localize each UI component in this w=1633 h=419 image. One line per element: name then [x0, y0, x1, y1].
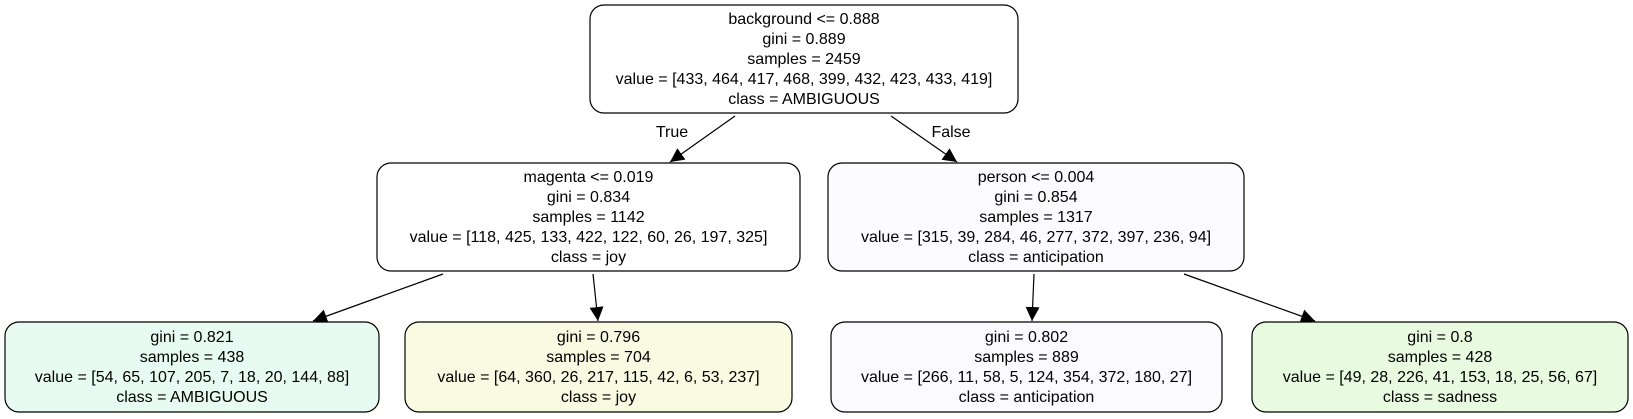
edge-arrow — [1025, 273, 1040, 322]
node-box — [1251, 321, 1629, 413]
node-line: value = [118, 425, 133, 422, 122, 60, 26… — [410, 229, 768, 246]
node-line: class = AMBIGUOUS — [728, 91, 880, 108]
tree-node-right-right: gini = 0.8 samples = 428 value = [49, 28, … — [1251, 321, 1629, 413]
tree-node-left-right: gini = 0.796 samples = 704 value = [64, 36… — [404, 321, 793, 413]
node-line: class = AMBIGUOUS — [116, 389, 268, 406]
node-box — [830, 321, 1223, 413]
tree-edge-root-to-left: True — [656, 115, 736, 163]
node-line: gini = 0.8 — [1407, 329, 1472, 346]
edge-arrow — [312, 273, 444, 323]
node-line: gini = 0.796 — [557, 329, 640, 346]
tree-node-right: person <= 0.004 gini = 0.854 samples = 131… — [827, 162, 1245, 272]
node-line: samples = 889 — [974, 349, 1079, 366]
node-line: background <= 0.888 — [728, 11, 879, 28]
tree-edge-left-to-left-left — [312, 273, 444, 323]
node-line: value = [433, 464, 417, 468, 399, 432, 4… — [616, 71, 993, 88]
node-line: value = [54, 65, 107, 205, 7, 18, 20, 14… — [35, 369, 349, 386]
node-box — [404, 321, 793, 413]
node-line: class = joy — [561, 389, 636, 406]
node-box — [827, 162, 1245, 272]
edge-arrow — [1183, 273, 1316, 323]
edge-arrow — [890, 115, 958, 163]
node-box — [4, 321, 380, 413]
tree-node-left-left: gini = 0.821 samples = 438 value = [54, 65… — [4, 321, 380, 413]
tree-node-left: magenta <= 0.019 gini = 0.834 samples = 11… — [376, 162, 801, 272]
edges-layer: True False — [312, 115, 1316, 323]
node-line: samples = 1142 — [532, 209, 644, 226]
node-line: value = [64, 360, 26, 217, 115, 42, 6, 5… — [437, 369, 759, 386]
node-line: value = [315, 39, 284, 46, 277, 372, 397… — [861, 229, 1211, 246]
node-line: gini = 0.834 — [547, 189, 630, 206]
node-line: magenta <= 0.019 — [524, 169, 654, 186]
node-line: samples = 704 — [546, 349, 651, 366]
node-line: class = anticipation — [968, 249, 1104, 266]
node-line: value = [49, 28, 226, 41, 153, 18, 25, 5… — [1283, 369, 1597, 386]
node-line: samples = 1317 — [979, 209, 1093, 226]
node-line: person <= 0.004 — [978, 169, 1095, 186]
nodes-layer: background <= 0.888 gini = 0.889 samples =… — [4, 4, 1629, 413]
node-line: value = [266, 11, 58, 5, 124, 354, 372, … — [861, 369, 1192, 386]
tree-edge-right-to-right-left — [1025, 273, 1040, 322]
tree-edge-root-to-right: False — [890, 115, 971, 163]
node-box — [376, 162, 801, 272]
node-line: class = anticipation — [959, 389, 1095, 406]
tree-node-right-left: gini = 0.802 samples = 889 value = [266, 1… — [830, 321, 1223, 413]
edge-arrow — [589, 273, 604, 322]
node-line: gini = 0.821 — [150, 329, 233, 346]
node-line: gini = 0.889 — [762, 31, 845, 48]
tree-edge-right-to-right-right — [1183, 273, 1316, 323]
node-line: samples = 428 — [1388, 349, 1493, 366]
node-box — [589, 4, 1019, 114]
node-line: class = sadness — [1383, 389, 1497, 406]
edge-label: True — [656, 124, 688, 141]
node-line: gini = 0.802 — [985, 329, 1068, 346]
tree-edge-left-to-left-right — [589, 273, 604, 322]
edge-arrow — [669, 115, 736, 163]
node-line: gini = 0.854 — [994, 189, 1077, 206]
edge-label: False — [931, 124, 970, 141]
node-line: samples = 2459 — [747, 51, 861, 68]
tree-node-root: background <= 0.888 gini = 0.889 samples =… — [589, 4, 1019, 114]
node-line: class = joy — [551, 249, 626, 266]
node-line: samples = 438 — [140, 349, 245, 366]
